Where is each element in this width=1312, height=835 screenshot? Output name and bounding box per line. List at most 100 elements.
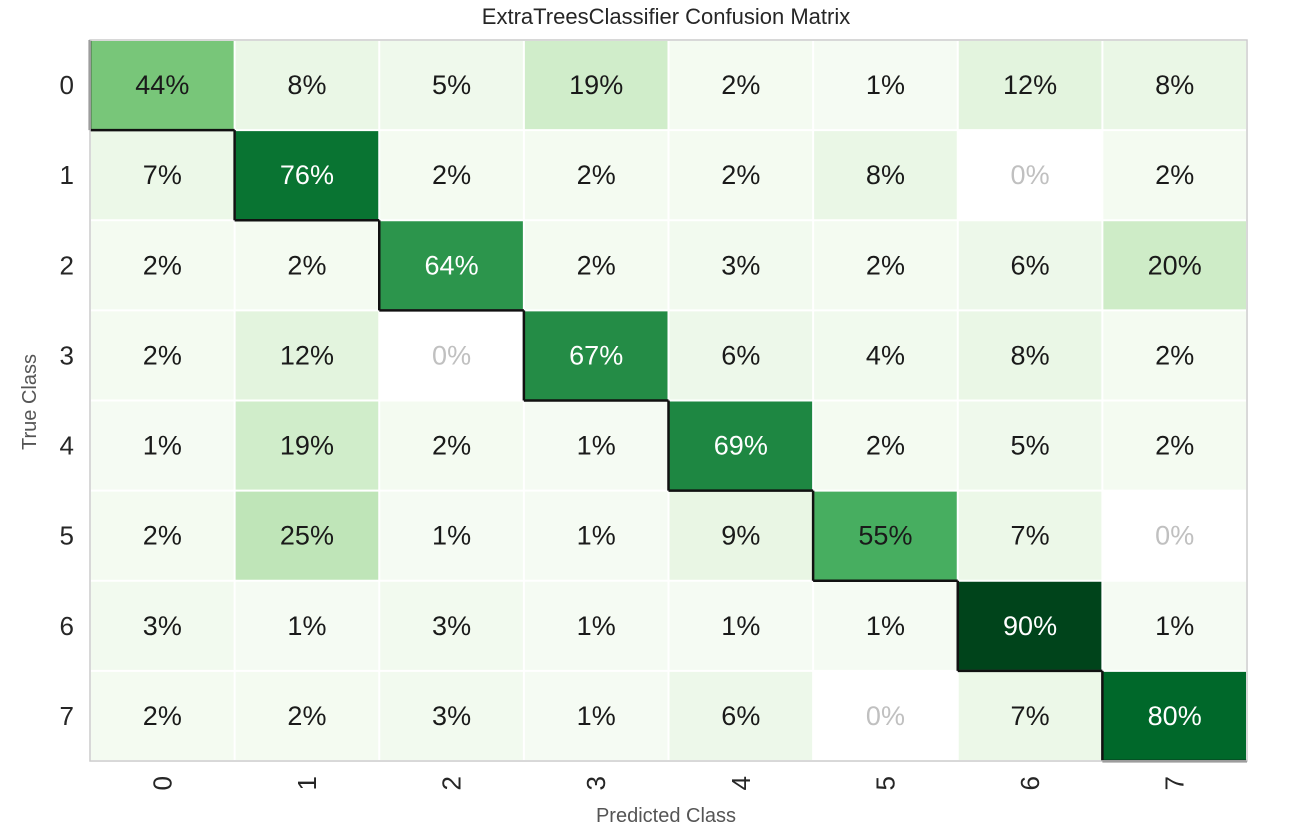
cell-value-label: 2% (432, 160, 471, 190)
heatmap-cell (380, 221, 523, 310)
heatmap-cell (958, 311, 1102, 400)
heatmap-cell (958, 41, 1102, 130)
cell-value-label: 1% (866, 70, 905, 100)
cell-value-label: 0% (1011, 160, 1050, 190)
heatmap-cell (669, 311, 813, 400)
heatmap-cell (235, 401, 379, 490)
heatmap-cell (1103, 581, 1246, 670)
heatmap-cell (235, 491, 379, 580)
cell-value-label: 44% (135, 70, 189, 100)
cell-value-label: 19% (569, 70, 623, 100)
heatmap-cell (1103, 401, 1246, 490)
cell-value-label: 3% (432, 701, 471, 731)
heatmap-cell (524, 491, 668, 580)
heatmap-cell (814, 41, 957, 130)
heatmap-cell (380, 491, 523, 580)
cell-value-label: 90% (1003, 611, 1057, 641)
heatmap-cell (1103, 41, 1246, 130)
heatmap-cell (380, 41, 523, 130)
cell-value-label: 3% (721, 250, 760, 280)
cell-value-label: 7% (143, 160, 182, 190)
x-tick-label: 5 (870, 776, 900, 790)
x-tick-label: 4 (726, 776, 756, 790)
heatmap-cell (380, 671, 523, 760)
cell-value-label: 9% (721, 521, 760, 551)
cell-value-label: 2% (577, 250, 616, 280)
heatmap-cell (524, 131, 668, 220)
heatmap-cell (958, 401, 1102, 490)
cell-value-label: 4% (866, 340, 905, 370)
heatmap-cell (669, 671, 813, 760)
y-tick-label: 6 (60, 611, 74, 641)
cell-value-label: 1% (143, 431, 182, 461)
cell-value-label: 1% (287, 611, 326, 641)
cell-value-label: 2% (287, 250, 326, 280)
heatmap-cell (814, 311, 957, 400)
heatmap-cell (91, 671, 234, 760)
cell-value-label: 2% (721, 70, 760, 100)
plot-frame (89, 39, 1248, 762)
cell-value-label: 2% (1155, 340, 1194, 370)
heatmap-cell (958, 131, 1102, 220)
cell-value-label: 2% (577, 160, 616, 190)
heatmap-cell (235, 581, 379, 670)
cell-value-label: 2% (866, 431, 905, 461)
heatmap-cells: 44% 8% 5% 19% 2% 1% 12% 8% 7% 76% 2% 2% 2% 8% 0% 2% 2% 2%… (91, 41, 1246, 760)
cell-value-label: 0% (1155, 521, 1194, 551)
cell-value-label: 12% (280, 340, 334, 370)
y-tick-label: 0 (60, 70, 74, 100)
cell-value-label: 8% (1011, 340, 1050, 370)
heatmap-cell (1103, 131, 1246, 220)
cell-value-label: 8% (287, 70, 326, 100)
cell-value-label: 1% (577, 431, 616, 461)
cell-value-label: 1% (1155, 611, 1194, 641)
y-tick-label: 3 (60, 340, 74, 370)
cell-value-label: 0% (866, 701, 905, 731)
heatmap-cell (524, 221, 668, 310)
heatmap-cell (669, 491, 813, 580)
heatmap-cell (235, 311, 379, 400)
x-tick-label: 0 (147, 776, 177, 790)
tick-labels: 0 1 2 3 4 5 6 7 0 1 2 3 4 5 6 7 (60, 70, 1190, 790)
cell-value-label: 19% (280, 431, 334, 461)
heatmap-cell (524, 671, 668, 760)
heatmap-cell (524, 581, 668, 670)
cell-value-label: 2% (143, 250, 182, 280)
heatmap-cell (235, 131, 379, 220)
heatmap-cell (958, 671, 1102, 760)
cell-value-label: 6% (721, 340, 760, 370)
heatmap-cell (814, 671, 957, 760)
cell-value-label: 20% (1148, 250, 1202, 280)
heatmap-cell (91, 311, 234, 400)
y-tick-label: 4 (60, 431, 74, 461)
cell-value-label: 69% (714, 431, 768, 461)
cell-value-label: 6% (721, 701, 760, 731)
y-tick-label: 2 (60, 250, 74, 280)
x-tick-label: 6 (1015, 776, 1045, 790)
cell-value-label: 64% (425, 250, 479, 280)
cell-value-label: 7% (1011, 701, 1050, 731)
heatmap-cell (235, 671, 379, 760)
cell-value-label: 8% (866, 160, 905, 190)
cell-value-label: 3% (143, 611, 182, 641)
cell-value-label: 2% (432, 431, 471, 461)
cell-value-label: 2% (866, 250, 905, 280)
cell-value-label: 2% (143, 701, 182, 731)
cell-value-label: 80% (1148, 701, 1202, 731)
heatmap-cell (1103, 671, 1246, 760)
heatmap-cell (1103, 311, 1246, 400)
heatmap-cell (814, 221, 957, 310)
chart-title: ExtraTreesClassifier Confusion Matrix (482, 4, 850, 29)
y-tick-label: 7 (60, 701, 74, 731)
heatmap-cell (380, 401, 523, 490)
x-tick-label: 1 (292, 776, 322, 790)
heatmap-cell (669, 131, 813, 220)
cell-value-label: 1% (432, 521, 471, 551)
heatmap-cell (91, 401, 234, 490)
cell-value-label: 1% (721, 611, 760, 641)
y-tick-label: 1 (60, 160, 74, 190)
heatmap-cell (669, 581, 813, 670)
cell-value-label: 1% (577, 701, 616, 731)
x-axis-label: Predicted Class (596, 805, 736, 827)
